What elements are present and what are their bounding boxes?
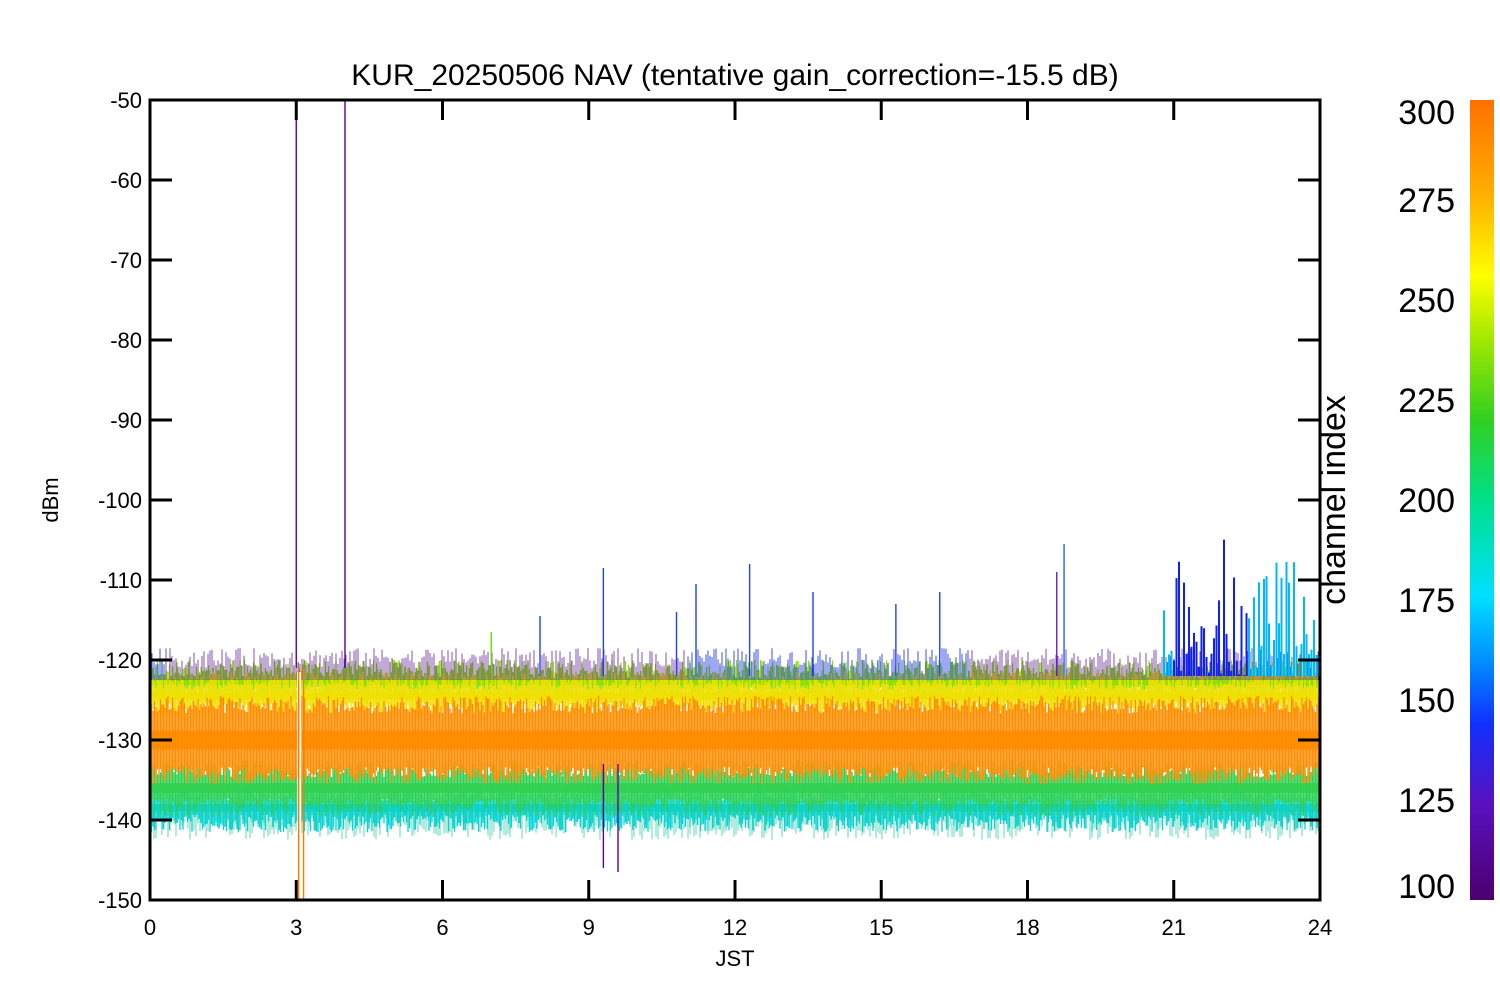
y-tick-label: -120	[98, 648, 142, 673]
x-tick-label: 24	[1308, 915, 1332, 940]
y-axis-ticks: -50 -60 -70 -80 -90 -100 -110 -120 -130 -140 -150	[98, 88, 1320, 913]
band-core	[150, 695, 1320, 785]
x-tick-label: 9	[583, 915, 595, 940]
colorbar-label: channel index	[1315, 395, 1353, 605]
y-tick-label: -150	[98, 888, 142, 913]
x-tick-label: 21	[1162, 915, 1186, 940]
colorbar-tick-label: 100	[1398, 868, 1455, 906]
x-axis-label: JST	[715, 946, 754, 971]
y-tick-label: -60	[110, 168, 142, 193]
x-axis-ticks: 0 3 6 9 12 15 18 21 24	[144, 100, 1332, 940]
y-tick-label: -90	[110, 408, 142, 433]
colorbar-tick-label: 175	[1398, 582, 1455, 620]
x-tick-label: 6	[436, 915, 448, 940]
y-tick-label: -140	[98, 808, 142, 833]
y-tick-label: -110	[100, 568, 142, 593]
y-tick-label: -130	[98, 728, 142, 753]
y-tick-label: -70	[110, 248, 142, 273]
x-tick-label: 15	[869, 915, 893, 940]
colorbar-tick-label: 125	[1398, 782, 1455, 820]
interference-region	[1163, 539, 1320, 676]
x-tick-label: 3	[290, 915, 302, 940]
y-axis-label: dBm	[38, 477, 63, 522]
x-tick-label: 18	[1015, 915, 1039, 940]
y-tick-label: -50	[110, 88, 142, 113]
colorbar-tick-label: 225	[1398, 382, 1455, 420]
colorbar-tick-label: 250	[1398, 282, 1455, 320]
x-tick-label: 12	[723, 915, 747, 940]
y-tick-label: -80	[110, 328, 142, 353]
lower-fringe	[150, 804, 1320, 840]
y-tick-label: -100	[98, 488, 142, 513]
colorbar-tick-label: 300	[1398, 94, 1455, 132]
x-tick-label: 0	[144, 915, 156, 940]
colorbar-ticks: 300 275 250 225 200 175 150 125 100	[1398, 94, 1455, 906]
colorbar-tick-label: 200	[1398, 482, 1455, 520]
colorbar-tick-label: 275	[1398, 182, 1455, 220]
chart-title: KUR_20250506 NAV (tentative gain_correct…	[351, 59, 1118, 92]
colorbar	[1470, 100, 1494, 900]
data-layer	[150, 100, 1320, 900]
colorbar-tick-label: 150	[1398, 682, 1455, 720]
